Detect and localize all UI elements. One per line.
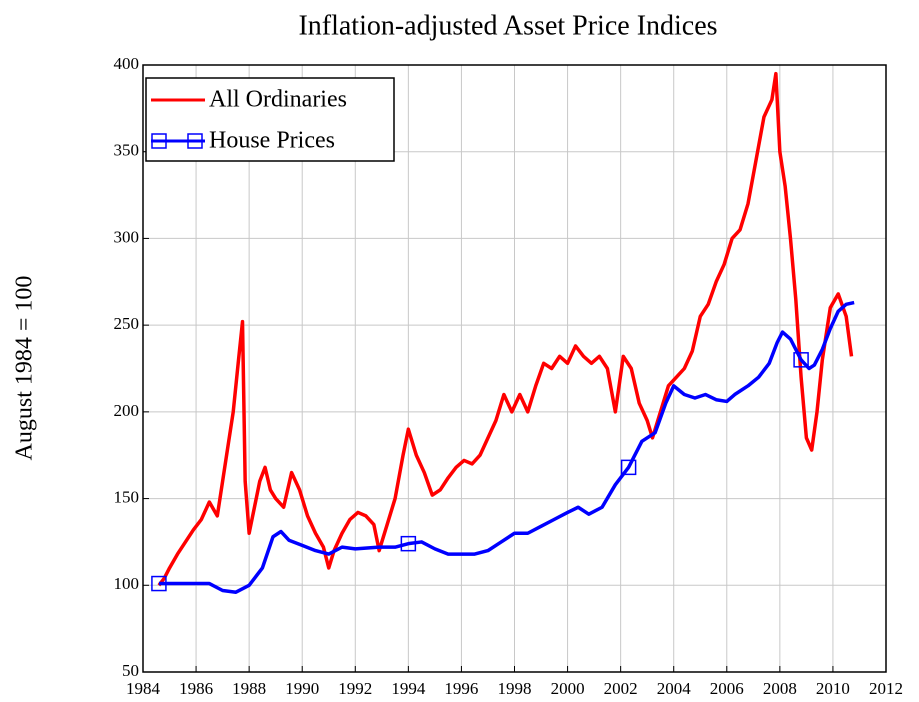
y-tick-label: 350	[114, 141, 140, 160]
y-tick-label: 300	[114, 227, 140, 246]
x-tick-label: 2004	[657, 679, 692, 698]
series-line	[158, 300, 855, 594]
x-tick-label: 2010	[816, 679, 850, 698]
y-tick-label: 150	[114, 487, 140, 506]
legend: All Ordinaries House Prices	[145, 77, 395, 162]
legend-label: House Prices	[209, 128, 335, 154]
plot-frame	[142, 64, 887, 673]
marker	[793, 352, 809, 368]
series-line	[157, 71, 854, 587]
x-tick-label: 1988	[232, 679, 266, 698]
x-tick-label: 1996	[444, 679, 478, 698]
x-tick-label: 2000	[551, 679, 585, 698]
legend-marker	[187, 133, 203, 149]
y-tick-label: 50	[122, 661, 139, 680]
y-tick-label: 250	[114, 314, 140, 333]
y-tick-label: 100	[114, 574, 140, 593]
y-tick-label: 400	[114, 54, 140, 73]
marker	[400, 535, 417, 552]
x-tick-label: 1992	[338, 679, 372, 698]
x-tick-label: 1984	[126, 679, 161, 698]
x-tick-label: 2006	[710, 679, 744, 698]
x-tick-label: 2008	[763, 679, 797, 698]
y-axis-label: August 1984 = 100	[12, 276, 38, 461]
x-tick-label: 2012	[869, 679, 903, 698]
y-tick-label: 200	[114, 401, 140, 420]
x-tick-label: 1990	[285, 679, 319, 698]
x-tick-label: 2002	[604, 679, 638, 698]
x-tick-label: 1998	[498, 679, 532, 698]
legend-marker	[151, 133, 167, 149]
marker	[620, 459, 637, 476]
x-tick-label: 1994	[391, 679, 426, 698]
legend-label: All Ordinaries	[209, 87, 347, 113]
marker	[151, 575, 167, 592]
chart-title: Inflation-adjusted Asset Price Indices	[298, 10, 717, 41]
x-tick-label: 1986	[179, 679, 213, 698]
